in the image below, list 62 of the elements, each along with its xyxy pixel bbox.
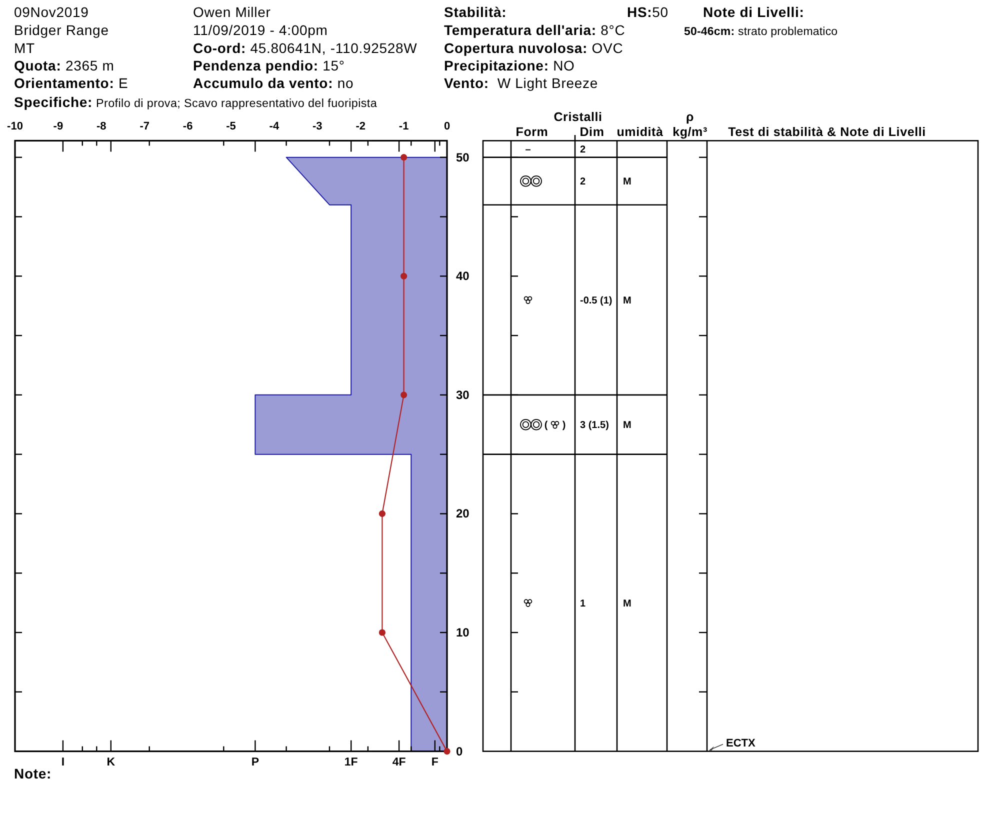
category-label: Test di stabilità & Note di Livelli xyxy=(728,125,926,139)
text: Pendenza pendio: 15° xyxy=(193,58,345,74)
text: -0.5 (1) xyxy=(580,295,612,306)
text: Stabilità: xyxy=(444,4,507,20)
text: I xyxy=(61,756,65,768)
y-tick-label: 0 xyxy=(456,744,463,758)
text: Temperatura dell'aria: 8°C xyxy=(444,22,626,38)
x-tick-label: -3 xyxy=(312,120,322,133)
x-tick-label: -4 xyxy=(269,120,280,133)
text: 1F xyxy=(344,756,358,768)
text: Quota: 2365 m xyxy=(14,58,114,74)
text: Orientamento: E xyxy=(14,75,128,91)
category-label: ρ kg/m³ xyxy=(672,110,708,139)
text: ECTX xyxy=(726,737,756,750)
text: Note di Livelli: xyxy=(703,4,804,20)
text: HS:50 xyxy=(627,4,668,20)
x-tick-label: 0 xyxy=(444,120,450,133)
text: M xyxy=(623,420,632,432)
text: 2 xyxy=(580,144,586,156)
y-tick-label: 40 xyxy=(456,269,470,284)
x-tick-label: -6 xyxy=(182,120,193,133)
text: F xyxy=(431,756,438,768)
text: ) xyxy=(562,420,566,432)
y-tick-label: 50 xyxy=(456,150,470,164)
text: M xyxy=(623,295,632,306)
x-tick-label: -5 xyxy=(226,120,236,133)
text: Cristalli xyxy=(554,110,602,124)
text: M xyxy=(623,598,632,610)
x-tick-label: -8 xyxy=(96,120,106,133)
text: M xyxy=(623,176,632,188)
text: Owen Miller xyxy=(193,4,271,20)
x-tick-label: -1 xyxy=(398,120,409,133)
y-tick-label: 10 xyxy=(456,626,470,640)
category-label: Dim xyxy=(580,125,604,139)
x-tick-label: -7 xyxy=(140,120,150,133)
text: Note: xyxy=(14,766,52,782)
text: ( xyxy=(544,420,548,432)
text: 09Nov2019 xyxy=(14,4,89,20)
category-label: Form xyxy=(516,125,548,139)
text: – xyxy=(525,144,532,156)
x-tick-label: -2 xyxy=(356,120,366,133)
text: Copertura nuvolosa: OVC xyxy=(444,40,624,56)
text: Co-ord: 45.80641N, -110.92528W xyxy=(193,40,418,56)
text: Vento: W Light Breeze xyxy=(444,75,598,91)
text: 50-46cm: strato problematico xyxy=(684,26,838,38)
y-tick-label: 20 xyxy=(456,506,470,521)
text: Specifiche: Profilo di prova; Scavo rappresentativo del fuoripista xyxy=(14,94,378,110)
x-tick-label: -10 xyxy=(7,120,23,133)
text: Accumulo da vento: no xyxy=(193,75,354,91)
text: Precipitazione: NO xyxy=(444,58,575,74)
text: 2 xyxy=(580,176,586,188)
text: 1 xyxy=(580,598,586,610)
x-tick-label: -9 xyxy=(53,120,64,133)
y-tick-label: 30 xyxy=(456,388,470,402)
text: K xyxy=(106,756,116,768)
text: 3 (1.5) xyxy=(580,420,609,432)
text: 11/09/2019 - 4:00pm xyxy=(193,22,328,38)
category-label: umidità xyxy=(616,125,664,139)
text: P xyxy=(251,756,260,768)
text: Bridger Range xyxy=(14,22,109,38)
text: 4F xyxy=(392,756,406,768)
text: MT xyxy=(14,40,36,56)
